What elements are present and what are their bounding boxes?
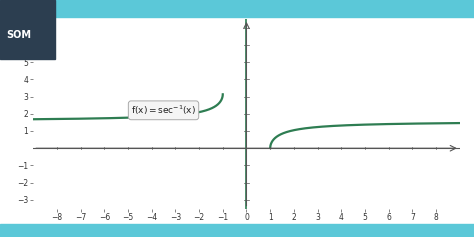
Text: SOM: SOM bbox=[6, 30, 31, 40]
Text: $\mathregular{f(x) = sec^{-1}(x)}$: $\mathregular{f(x) = sec^{-1}(x)}$ bbox=[131, 104, 196, 117]
